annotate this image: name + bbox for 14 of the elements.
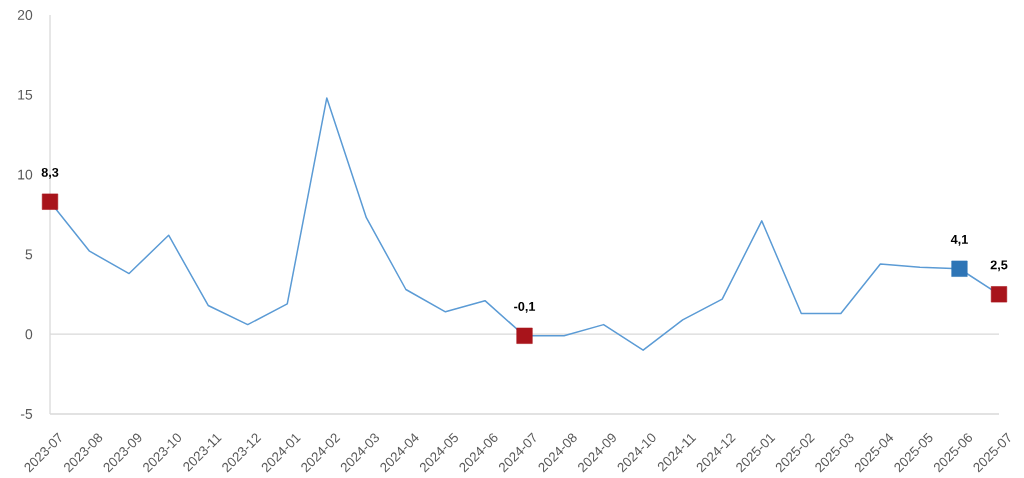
data-label: 2,5 <box>990 260 1008 272</box>
point <box>951 260 968 277</box>
y-tick-label: 0 <box>25 329 33 340</box>
point <box>41 193 59 210</box>
data-label: -0,1 <box>514 301 536 313</box>
point <box>990 286 1008 303</box>
data-label: 8,3 <box>41 167 59 179</box>
y-tick-label: 20 <box>17 10 33 20</box>
y-tick-label: 5 <box>25 249 33 260</box>
y-tick-label: 10 <box>18 169 33 180</box>
y-tick-label: 15 <box>18 89 33 100</box>
point <box>516 327 533 344</box>
data-label: 4,1 <box>950 235 968 246</box>
y-tick-label: -5 <box>20 409 33 419</box>
